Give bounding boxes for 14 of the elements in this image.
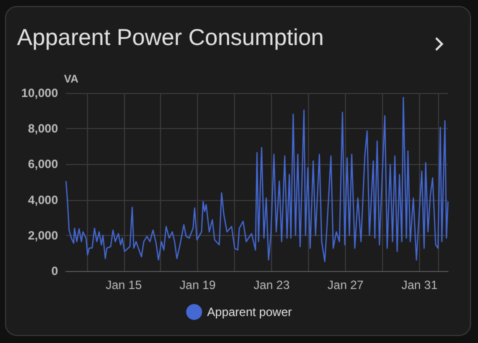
y-tick-label: 0 [51,264,58,278]
y-tick-label: 10,000 [21,86,58,100]
chart-title: Apparent Power Consumption [17,24,324,51]
x-tick-label: Jan 23 [254,278,290,292]
x-tick-label: Jan 27 [328,278,364,292]
y-axis-title: VA [64,74,79,86]
y-tick-label: 2,000 [28,228,58,242]
legend-label: Apparent power [207,305,292,319]
x-tick-label: Jan 19 [180,278,216,292]
x-tick-label: Jan 15 [106,278,142,292]
y-tick-label: 4,000 [28,192,58,207]
x-tick-label: Jan 31 [401,278,438,292]
y-tick-label: 6,000 [28,157,58,172]
y-tick-label: 8,000 [28,122,58,136]
